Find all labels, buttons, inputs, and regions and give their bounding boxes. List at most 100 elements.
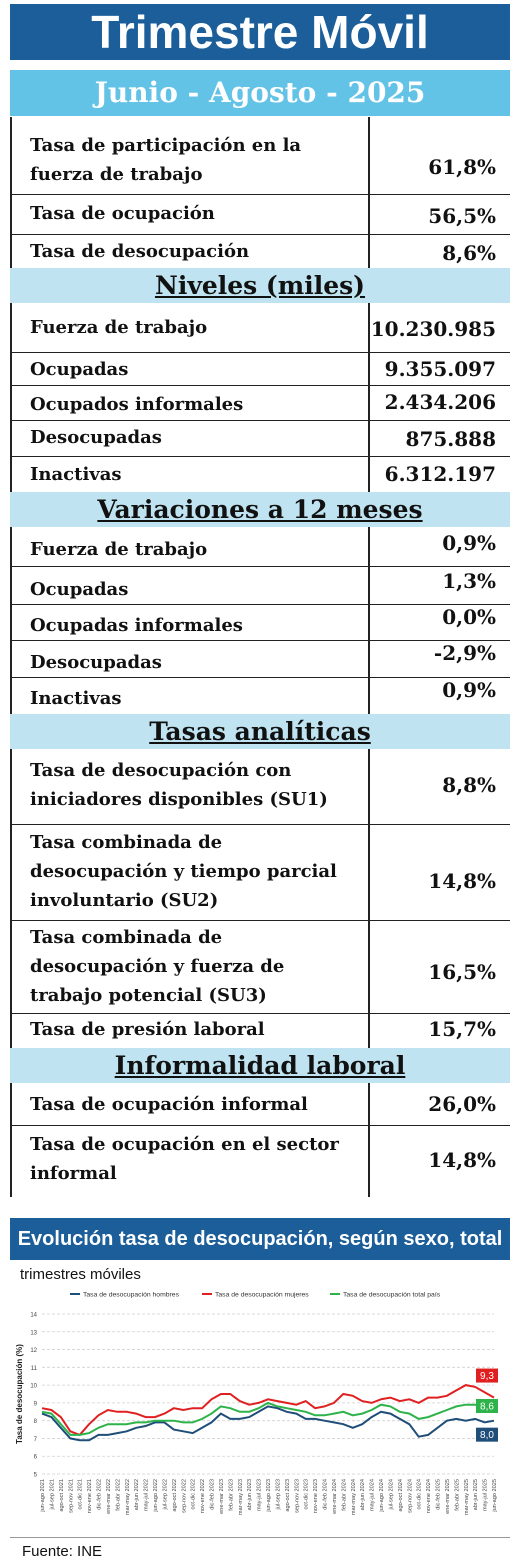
row-label: Ocupadas informales	[30, 615, 243, 636]
row-tasa-desocupacion: Tasa de desocupación 8,6%	[10, 235, 510, 268]
x-tick-label: abr-jun 2023	[247, 1479, 253, 1510]
x-tick-label: dic-feb 2022	[97, 1479, 103, 1510]
x-tick-label: mar-may 2022	[125, 1479, 131, 1515]
x-tick-label: nov-ene 2022	[200, 1479, 206, 1513]
row-value: 875.888	[405, 427, 496, 451]
row-niveles-inactivas: Inactivas 6.312.197	[10, 457, 510, 492]
x-tick-label: sep-nov 2021	[68, 1479, 74, 1513]
x-tick-label: oct-dic 2024	[417, 1479, 423, 1509]
row-value: 9.355.097	[384, 357, 496, 381]
row-var-informales: Ocupadas informales 0,0%	[10, 605, 510, 641]
row-value: 14,8%	[428, 869, 496, 893]
row-value: 10.230.985	[370, 317, 496, 341]
y-tick-label: 13	[30, 1330, 37, 1336]
x-tick-label: jun-ago 2021	[40, 1479, 46, 1513]
row-label: Fuerza de trabajo	[30, 539, 208, 560]
x-tick-label: jul-sep 2023	[275, 1479, 281, 1510]
row-label: Ocupadas	[30, 579, 129, 600]
row-label: Desocupadas	[30, 652, 162, 673]
x-tick-label: oct-dic 2021	[78, 1479, 84, 1509]
y-tick-label: 14	[30, 1313, 37, 1319]
end-value-badge	[476, 1427, 498, 1442]
y-tick-label: 10	[30, 1384, 37, 1390]
y-tick-label: 7	[34, 1437, 38, 1443]
row-label: Ocupados informales	[30, 394, 244, 415]
row-label: Tasa de ocupación	[30, 203, 215, 224]
row-niveles-informales: Ocupados informales 2.434.206	[10, 386, 510, 421]
row-presion-laboral: Tasa de presión laboral 15,7%	[10, 1014, 510, 1048]
y-axis-label: Tasa de desocupación (%)	[15, 1344, 24, 1444]
row-value: 16,5%	[428, 960, 496, 984]
section-variaciones: Variaciones a 12 meses	[10, 492, 510, 527]
x-tick-label: jul-sep 2022	[162, 1479, 168, 1510]
x-tick-label: nov-ene 2024	[426, 1479, 432, 1513]
row-label: Inactivas	[30, 688, 122, 709]
x-tick-label: ago-oct 2023	[285, 1479, 291, 1512]
x-tick-label: dic-feb 2024	[323, 1479, 329, 1510]
column-divider	[368, 303, 370, 492]
row-label: Tasa de participación en la fuerza de tr…	[30, 135, 302, 185]
x-tick-label: feb-abr 2022	[115, 1479, 121, 1511]
x-tick-label: nov-ene 2021	[87, 1479, 93, 1513]
x-tick-label: ago-oct 2021	[59, 1479, 65, 1512]
x-tick-label: ago-oct 2022	[172, 1479, 178, 1512]
section-analiticas: Tasas analíticas	[10, 714, 510, 749]
row-niveles-ocupadas: Ocupadas 9.355.097	[10, 353, 510, 386]
x-tick-label: nov-ene 2023	[313, 1479, 319, 1513]
row-label: Ocupadas	[30, 359, 129, 380]
row-value: 0,9%	[442, 678, 496, 702]
series-line	[41, 1384, 495, 1437]
chart-header: Evolución tasa de desocupación, según se…	[10, 1218, 510, 1292]
x-tick-label: jun-ago 2024	[379, 1479, 385, 1513]
row-label: Tasa combinada de desocupación y fuerza …	[30, 927, 285, 1006]
x-tick-label: jun-ago 2022	[153, 1479, 159, 1513]
x-tick-label: jul-sep 2021	[49, 1479, 55, 1510]
row-label: Tasa de ocupación en el sector informal	[30, 1134, 339, 1184]
legend-entry: Tasa de desocupación total país	[343, 1292, 441, 1299]
row-value: 26,0%	[428, 1092, 496, 1116]
row-label: Tasa de presión laboral	[30, 1019, 265, 1040]
x-tick-label: may-jul 2023	[257, 1479, 263, 1511]
divider	[10, 1537, 510, 1538]
row-sector-informal: Tasa de ocupación en el sector informal …	[10, 1126, 510, 1197]
section-informalidad: Informalidad laboral	[10, 1048, 510, 1083]
end-value-label: 8,0	[480, 1430, 494, 1441]
row-label: Tasa de desocupación con iniciadores dis…	[30, 760, 328, 810]
chart-subtitle: trimestres móviles	[20, 1266, 141, 1283]
row-su1: Tasa de desocupación con iniciadores dis…	[10, 749, 510, 825]
x-tick-label: oct-dic 2022	[191, 1479, 197, 1509]
x-tick-label: ene-mar 2022	[106, 1479, 112, 1514]
row-var-ocupadas: Ocupadas 1,3%	[10, 567, 510, 605]
row-tasa-ocupacion: Tasa de ocupación 56,5%	[10, 195, 510, 235]
row-niveles-fuerza: Fuerza de trabajo 10.230.985	[10, 303, 510, 353]
x-tick-label: mar-may 2024	[351, 1479, 357, 1515]
row-label: Desocupadas	[30, 427, 162, 448]
row-value: 61,8%	[428, 155, 496, 179]
end-value-badge	[476, 1399, 498, 1413]
row-label: Inactivas	[30, 464, 122, 485]
end-value-badge	[476, 1368, 498, 1383]
row-ocupacion-informal: Tasa de ocupación informal 26,0%	[10, 1083, 510, 1126]
row-value: 0,9%	[442, 531, 496, 555]
x-tick-label: ene-mar 2025	[445, 1479, 451, 1514]
row-su2: Tasa combinada de desocupación y tiempo …	[10, 825, 510, 921]
x-tick-label: mar-may 2025	[464, 1479, 470, 1515]
section-niveles: Niveles (miles)	[10, 268, 510, 303]
row-value: -2,9%	[433, 641, 496, 665]
column-divider	[368, 117, 370, 268]
unemployment-line-chart: 5 6 7 8 9 10 11 12 13 14 Tasa de desocupación (%) j…	[15, 1292, 498, 1515]
x-tick-label: jun-ago 2023	[266, 1479, 272, 1513]
y-tick-label: 5	[34, 1473, 38, 1479]
y-tick-label: 12	[30, 1348, 37, 1354]
row-value: 8,8%	[442, 773, 496, 797]
x-tick-label: feb-abr 2023	[228, 1479, 234, 1511]
x-tick-label: jul-sep 2024	[388, 1479, 394, 1510]
legend-entry: Tasa de desocupación mujeres	[215, 1292, 309, 1299]
x-tick-label: sep-nov 2023	[294, 1479, 300, 1513]
row-niveles-desocupadas: Desocupadas 875.888	[10, 421, 510, 457]
row-label: Tasa de ocupación informal	[30, 1094, 308, 1115]
x-tick-label: sep-nov 2022	[181, 1479, 187, 1513]
x-tick-label: ago-oct 2024	[398, 1479, 404, 1512]
row-label: Fuerza de trabajo	[30, 317, 208, 338]
x-tick-label: dic-feb 2025	[436, 1479, 442, 1510]
